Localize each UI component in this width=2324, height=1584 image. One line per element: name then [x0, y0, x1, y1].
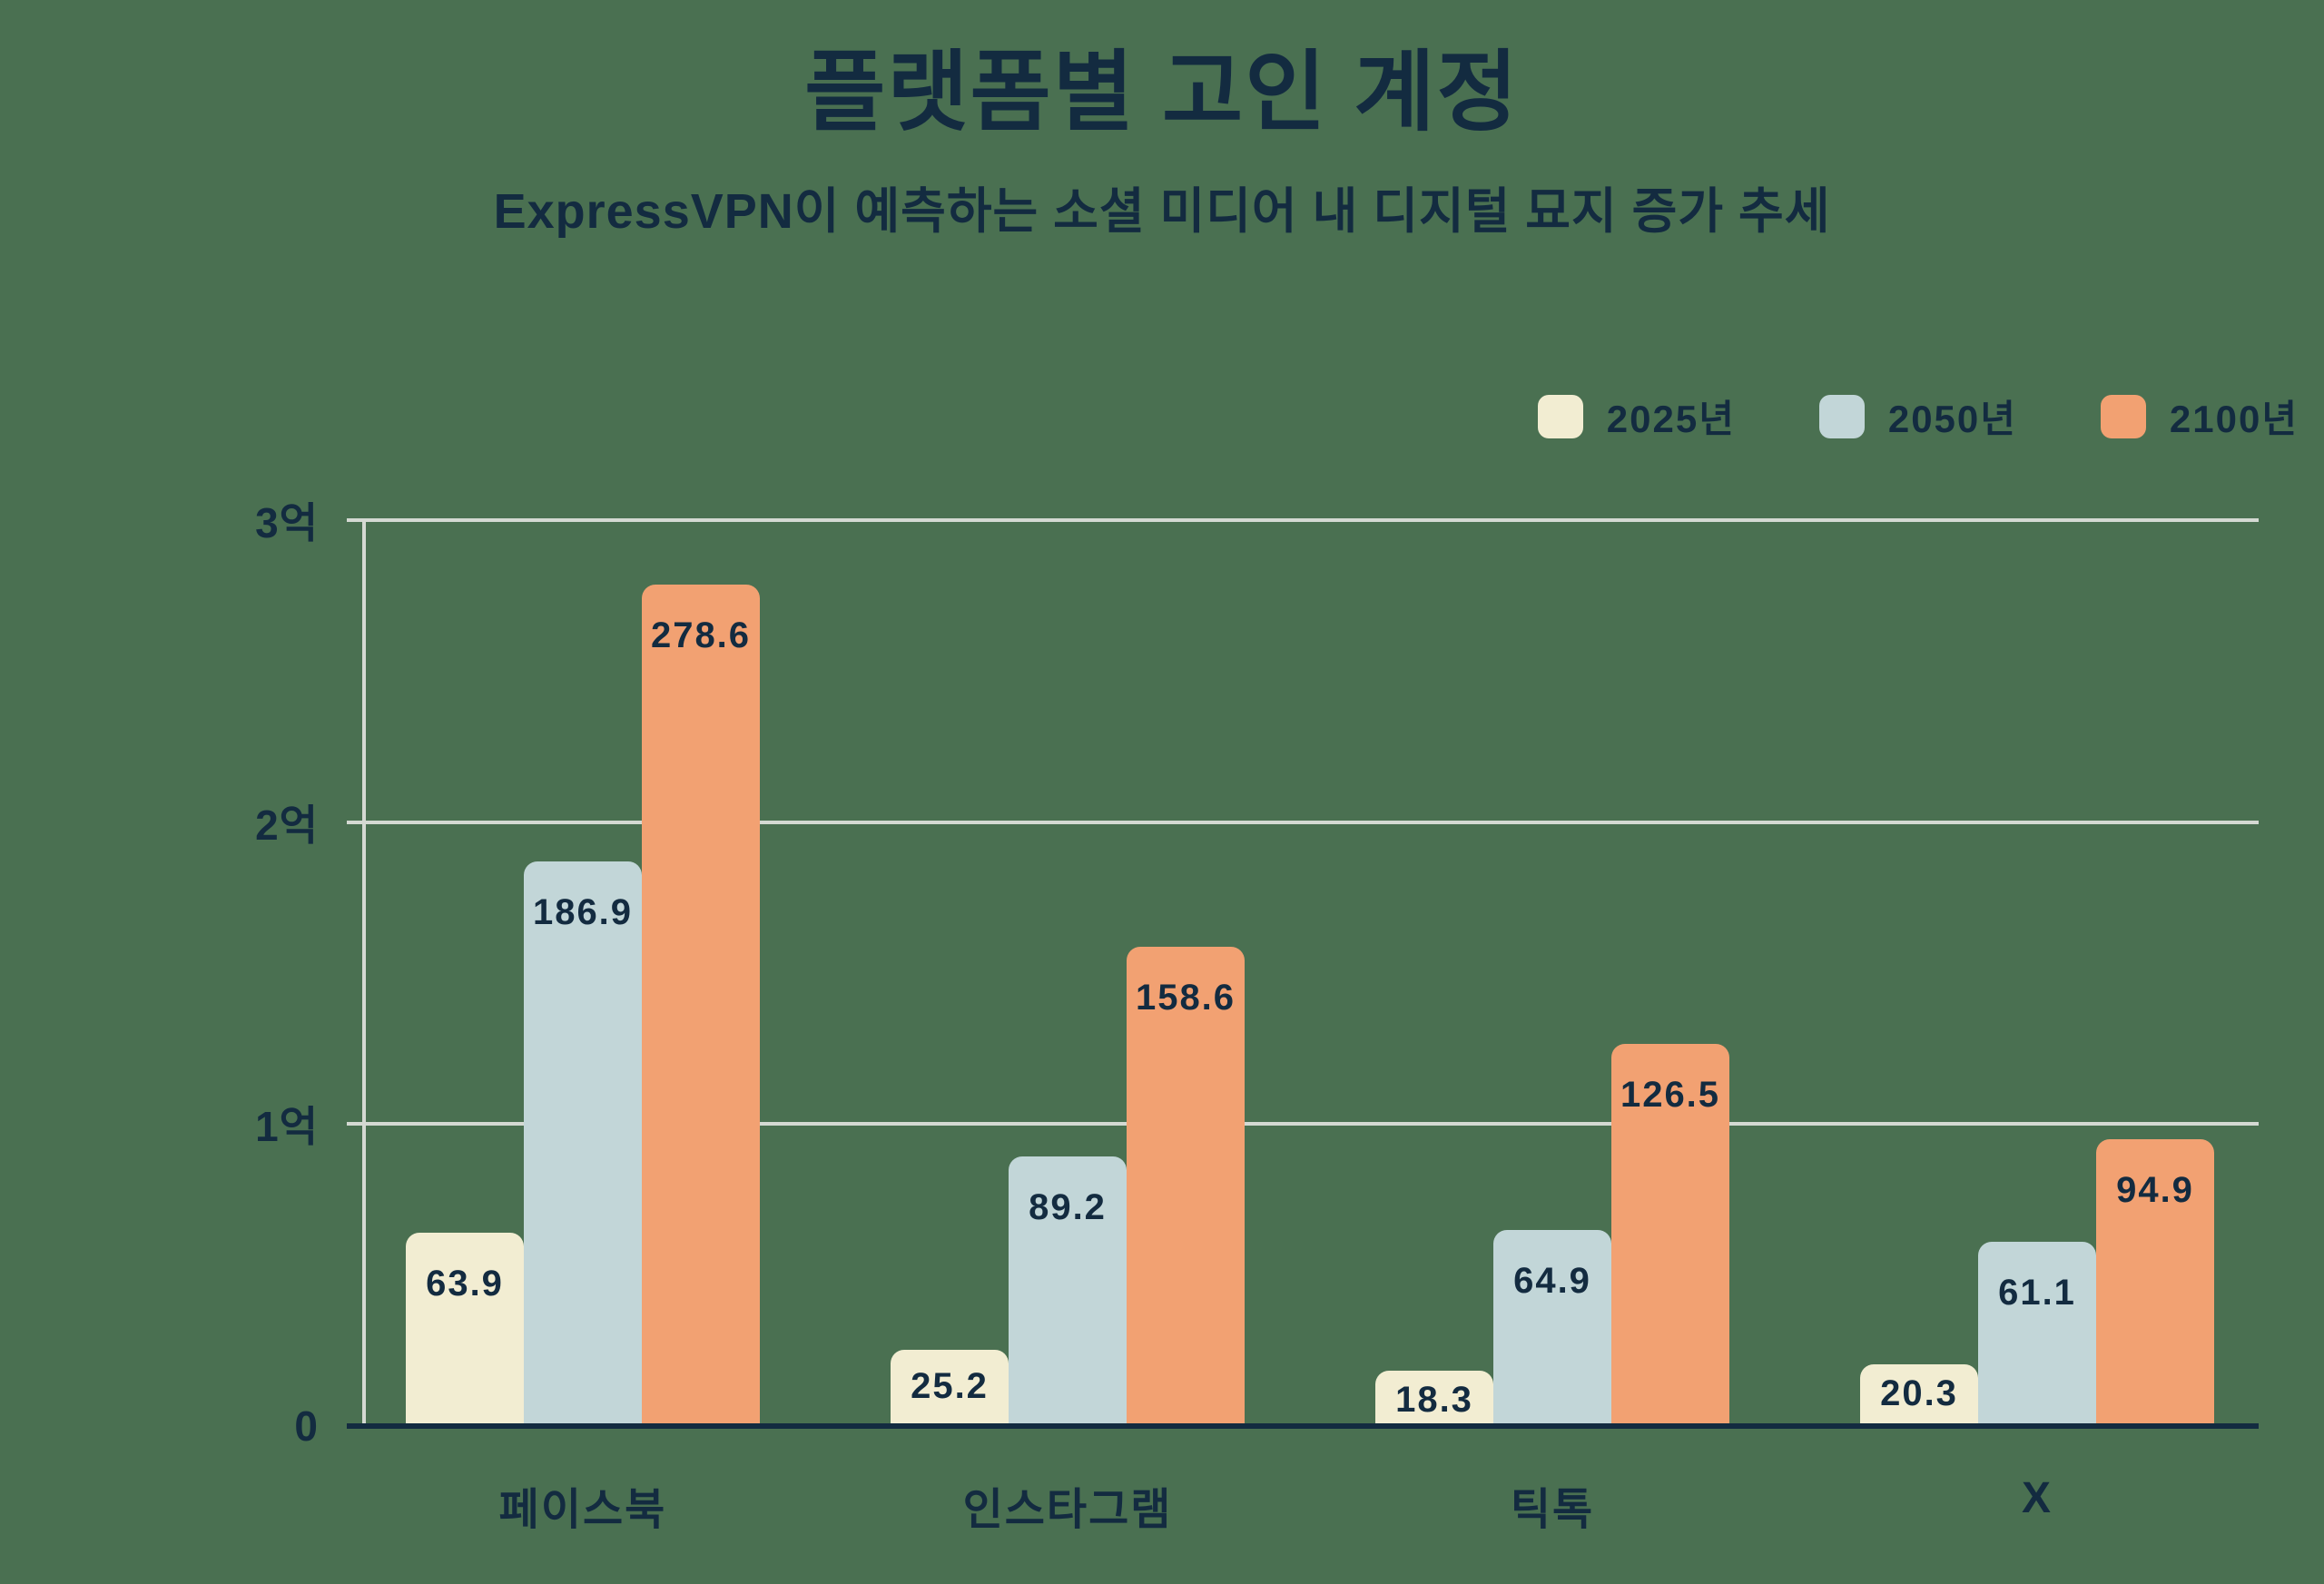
chart-subtitle: ExpressVPN이 예측하는 소셜 미디어 내 디지털 묘지 증가 추세: [493, 184, 1831, 239]
chart-title: 플랫폼별 고인 계정: [804, 43, 1520, 142]
legend-swatch-icon: [1537, 394, 1583, 438]
bar-value-label: 278.6: [650, 615, 752, 656]
bar-value-label: 94.9: [2116, 1170, 2194, 1211]
legend-label: 2025년: [1606, 398, 1736, 440]
legend-label: 2100년: [2169, 398, 2299, 440]
y-tick-label: 1억: [255, 1103, 319, 1151]
category-label-인스타그램: 인스타그램: [962, 1486, 1173, 1534]
bar-group-인스타그램: 25.2 89.2 158.6 인스타그램: [891, 520, 1245, 1534]
legend-item-2025년: 2025년: [1537, 389, 1736, 444]
bar-group-페이스북: 63.9 186.9 278.6 페이스북: [406, 520, 760, 1534]
category-label-틱톡: 틱톡: [1510, 1486, 1595, 1534]
bar-groups: 63.9 186.9 278.6 페이스북 25.2 89.2 158.6 인스타그램 18.3…: [362, 520, 2259, 1534]
legend-swatch-icon: [1818, 394, 1865, 438]
bar-value-label: 25.2: [911, 1366, 989, 1407]
bar-틱톡-2050년: 64.9: [1493, 1230, 1611, 1426]
bar-페이스북-2050년: 186.9: [524, 861, 642, 1426]
gridline-2억: [347, 820, 2259, 824]
legend-label: 2050년: [1887, 398, 2017, 440]
plot-area: 0 1억 2억 3억 63.9 186.9 278.6 페이스북 25.2 89.2 158.6 인…: [255, 499, 2259, 1534]
bar-인스타그램-2025년: 25.2: [891, 1350, 1009, 1426]
bar-X-2050년: 61.1: [1978, 1241, 2096, 1426]
y-axis-line: [362, 520, 366, 1426]
bar-X-2025년: 20.3: [1860, 1364, 1978, 1426]
bar-value-label: 18.3: [1395, 1380, 1473, 1421]
bar-value-label: 20.3: [1880, 1373, 1958, 1414]
bar-틱톡-2025년: 18.3: [1375, 1371, 1493, 1426]
bar-틱톡-2100년: 126.5: [1611, 1044, 1729, 1426]
bar-value-label: 61.1: [1998, 1272, 2076, 1313]
bar-group-틱톡: 18.3 64.9 126.5 틱톡: [1375, 520, 1729, 1534]
bar-value-label: 186.9: [532, 892, 634, 933]
legend-item-2100년: 2100년: [2100, 389, 2299, 444]
legend: 2025년 2050년 2100년: [1537, 389, 2299, 444]
bar-X-2100년: 94.9: [2096, 1139, 2214, 1426]
y-tick-label: 3억: [255, 499, 319, 546]
bar-value-label: 64.9: [1513, 1261, 1591, 1302]
category-label-페이스북: 페이스북: [498, 1486, 667, 1534]
x-axis-line: [347, 1423, 2259, 1429]
bar-페이스북-2025년: 63.9: [406, 1233, 524, 1426]
legend-swatch-icon: [2100, 394, 2146, 438]
bar-value-label: 89.2: [1029, 1187, 1107, 1228]
gridline-3억: [347, 518, 2259, 522]
category-label-X: X: [2021, 1474, 2053, 1522]
bar-인스타그램-2100년: 158.6: [1127, 947, 1245, 1426]
bar-페이스북-2100년: 278.6: [642, 585, 760, 1426]
y-tick-label: 2억: [255, 801, 319, 849]
y-tick-label: 0: [294, 1402, 319, 1450]
bar-value-label: 158.6: [1135, 978, 1236, 1018]
bar-value-label: 63.9: [426, 1264, 504, 1304]
bar-인스타그램-2050년: 89.2: [1009, 1156, 1127, 1426]
legend-item-2050년: 2050년: [1818, 389, 2017, 444]
bar-value-label: 126.5: [1620, 1075, 1721, 1116]
gridline-1억: [347, 1122, 2259, 1127]
bar-group-X: 20.3 61.1 94.9 X: [1860, 520, 2214, 1522]
